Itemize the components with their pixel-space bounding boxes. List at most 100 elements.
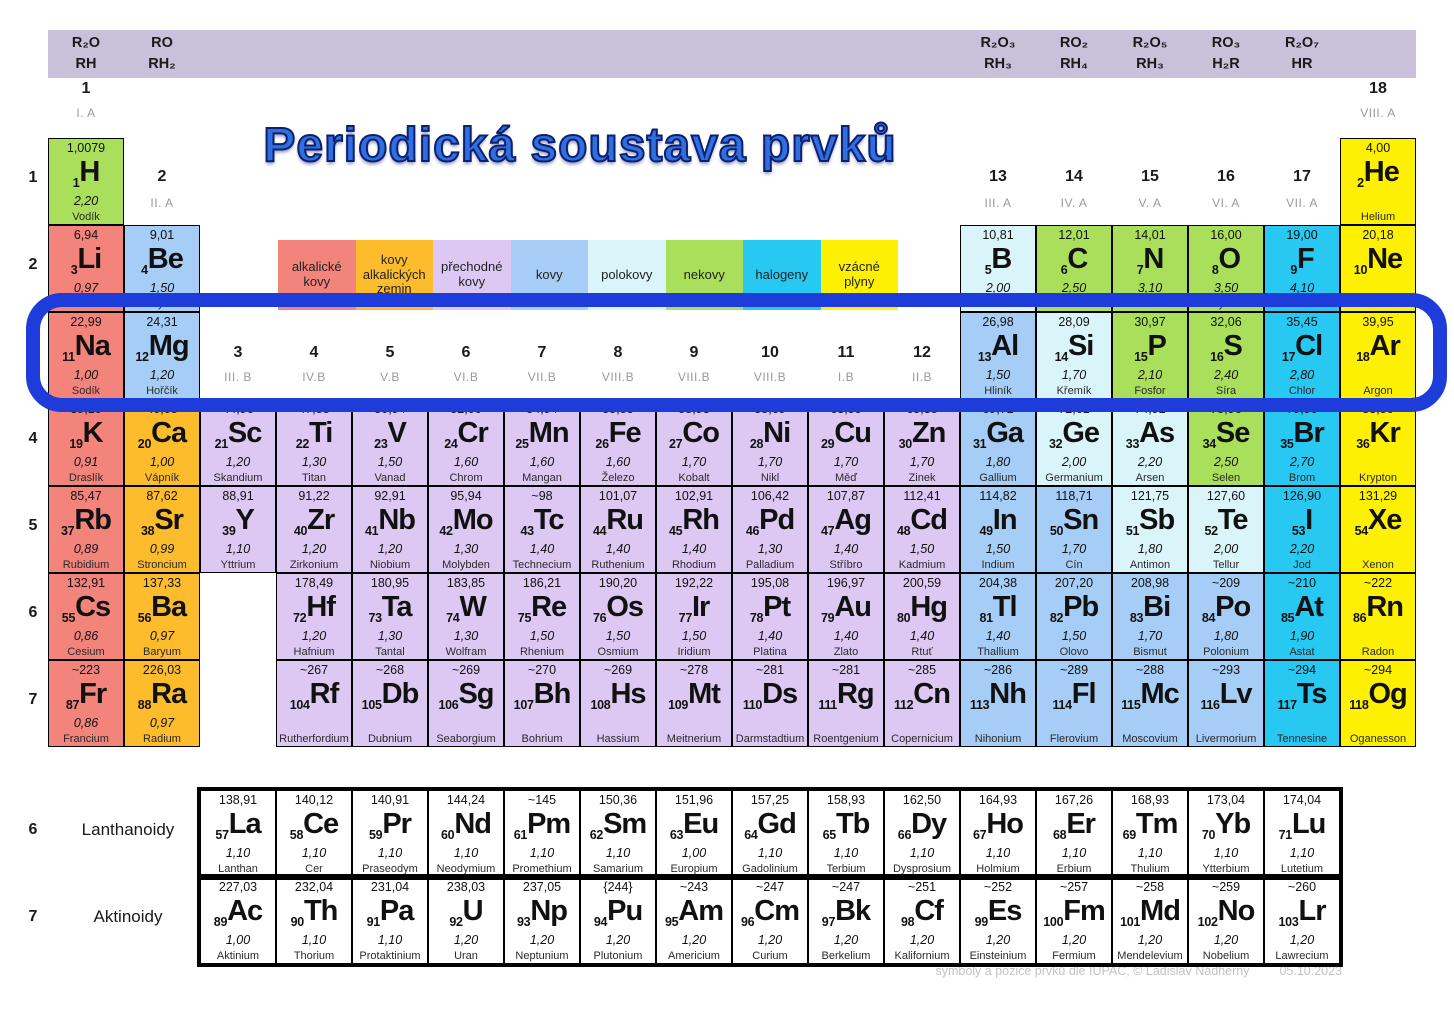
element-cell-bk[interactable]: ~247 97Bk 1,20 Berkelium	[808, 877, 884, 964]
element-cell-si[interactable]: 28,09 14Si 1,70 Křemík	[1036, 312, 1112, 399]
element-cell-np[interactable]: 237,05 93Np 1,20 Neptunium	[504, 877, 580, 964]
element-cell-hs[interactable]: ~269 108Hs Hassium	[580, 660, 656, 747]
element-cell-yb[interactable]: 173,04 70Yb 1,10 Ytterbium	[1188, 790, 1264, 877]
element-cell-db[interactable]: ~268 105Db Dubnium	[352, 660, 428, 747]
element-cell-dy[interactable]: 162,50 66Dy 1,10 Dysprosium	[884, 790, 960, 877]
element-cell-ra[interactable]: 226,03 88Ra 0,97 Radium	[124, 660, 200, 747]
element-cell-b[interactable]: 10,81 5B 2,00 Bor	[960, 225, 1036, 312]
element-cell-lv[interactable]: ~293 116Lv Livermorium	[1188, 660, 1264, 747]
element-cell-cr[interactable]: 52,00 24Cr 1,60 Chrom	[428, 399, 504, 486]
element-cell-ds[interactable]: ~281 110Ds Darmstadtium	[732, 660, 808, 747]
element-cell-sb[interactable]: 121,75 51Sb 1,80 Antimon	[1112, 486, 1188, 573]
element-cell-nh[interactable]: ~286 113Nh Nihonium	[960, 660, 1036, 747]
element-cell-mn[interactable]: 54,94 25Mn 1,60 Mangan	[504, 399, 580, 486]
element-cell-ca[interactable]: 40,08 20Ca 1,00 Vápník	[124, 399, 200, 486]
element-cell-ar[interactable]: 39,95 18Ar Argon	[1340, 312, 1416, 399]
element-cell-at[interactable]: ~210 85At 1,90 Astat	[1264, 573, 1340, 660]
element-cell-pr[interactable]: 140,91 59Pr 1,10 Praseodym	[352, 790, 428, 877]
element-cell-bi[interactable]: 208,98 83Bi 1,70 Bismut	[1112, 573, 1188, 660]
element-cell-rb[interactable]: 85,47 37Rb 0,89 Rubidium	[48, 486, 124, 573]
element-cell-sm[interactable]: 150,36 62Sm 1,10 Samarium	[580, 790, 656, 877]
element-cell-k[interactable]: 39,10 19K 0,91 Draslík	[48, 399, 124, 486]
element-cell-as[interactable]: 74,92 33As 2,20 Arsen	[1112, 399, 1188, 486]
element-cell-mg[interactable]: 24,31 12Mg 1,20 Hořčík	[124, 312, 200, 399]
element-cell-zn[interactable]: 65,38 30Zn 1,70 Zinek	[884, 399, 960, 486]
element-cell-pt[interactable]: 195,08 78Pt 1,40 Platina	[732, 573, 808, 660]
element-cell-in[interactable]: 114,82 49In 1,50 Indium	[960, 486, 1036, 573]
element-cell-he[interactable]: 4,00 2He Helium	[1340, 138, 1416, 225]
element-cell-lu[interactable]: 174,04 71Lu 1,10 Lutetium	[1264, 790, 1340, 877]
element-cell-md[interactable]: ~258 101Md 1,20 Mendelevium	[1112, 877, 1188, 964]
element-cell-lr[interactable]: ~260 103Lr 1,20 Lawrecium	[1264, 877, 1340, 964]
element-cell-cd[interactable]: 112,41 48Cd 1,50 Kadmium	[884, 486, 960, 573]
element-cell-sr[interactable]: 87,62 38Sr 0,99 Stroncium	[124, 486, 200, 573]
element-cell-ne[interactable]: 20,18 10Ne Neon	[1340, 225, 1416, 312]
element-cell-xe[interactable]: 131,29 54Xe Xenon	[1340, 486, 1416, 573]
element-cell-zr[interactable]: 91,22 40Zr 1,20 Zirkonium	[276, 486, 352, 573]
element-cell-fr[interactable]: ~223 87Fr 0,86 Francium	[48, 660, 124, 747]
element-cell-y[interactable]: 88,91 39Y 1,10 Yttrium	[200, 486, 276, 573]
element-cell-la[interactable]: 138,91 57La 1,10 Lanthan	[200, 790, 276, 877]
element-cell-ni[interactable]: 58,69 28Ni 1,70 Nikl	[732, 399, 808, 486]
element-cell-cf[interactable]: ~251 98Cf 1,20 Kalifornium	[884, 877, 960, 964]
element-cell-ge[interactable]: 72,61 32Ge 2,00 Germanium	[1036, 399, 1112, 486]
element-cell-fl[interactable]: ~289 114Fl Flerovium	[1036, 660, 1112, 747]
element-cell-sn[interactable]: 118,71 50Sn 1,70 Cín	[1036, 486, 1112, 573]
element-cell-sc[interactable]: 44,96 21Sc 1,20 Skandium	[200, 399, 276, 486]
element-cell-i[interactable]: 126,90 53I 2,20 Jod	[1264, 486, 1340, 573]
element-cell-p[interactable]: 30,97 15P 2,10 Fosfor	[1112, 312, 1188, 399]
element-cell-os[interactable]: 190,20 76Os 1,50 Osmium	[580, 573, 656, 660]
element-cell-tl[interactable]: 204,38 81Tl 1,40 Thallium	[960, 573, 1036, 660]
element-cell-fe[interactable]: 55,85 26Fe 1,60 Železo	[580, 399, 656, 486]
element-cell-c[interactable]: 12,01 6C 2,50 Uhlík	[1036, 225, 1112, 312]
element-cell-ho[interactable]: 164,93 67Ho 1,10 Holmium	[960, 790, 1036, 877]
element-cell-se[interactable]: 78,96 34Se 2,50 Selen	[1188, 399, 1264, 486]
element-cell-na[interactable]: 22,99 11Na 1,00 Sodík	[48, 312, 124, 399]
element-cell-nb[interactable]: 92,91 41Nb 1,20 Niobium	[352, 486, 428, 573]
element-cell-gd[interactable]: 157,25 64Gd 1,10 Gadolinium	[732, 790, 808, 877]
element-cell-no[interactable]: ~259 102No 1,20 Nobelium	[1188, 877, 1264, 964]
element-cell-ce[interactable]: 140,12 58Ce 1,10 Cer	[276, 790, 352, 877]
element-cell-mo[interactable]: 95,94 42Mo 1,30 Molybden	[428, 486, 504, 573]
element-cell-am[interactable]: ~243 95Am 1,20 Americium	[656, 877, 732, 964]
element-cell-bh[interactable]: ~270 107Bh Bohrium	[504, 660, 580, 747]
element-cell-ac[interactable]: 227,03 89Ac 1,00 Aktinium	[200, 877, 276, 964]
element-cell-cn[interactable]: ~285 112Cn Copernicium	[884, 660, 960, 747]
element-cell-ba[interactable]: 137,33 56Ba 0,97 Baryum	[124, 573, 200, 660]
element-cell-hg[interactable]: 200,59 80Hg 1,40 Rtuť	[884, 573, 960, 660]
element-cell-u[interactable]: 238,03 92U 1,20 Uran	[428, 877, 504, 964]
element-cell-rg[interactable]: ~281 111Rg Roentgenium	[808, 660, 884, 747]
element-cell-mt[interactable]: ~278 109Mt Meitnerium	[656, 660, 732, 747]
element-cell-sg[interactable]: ~269 106Sg Seaborgium	[428, 660, 504, 747]
element-cell-pm[interactable]: ~145 61Pm 1,10 Promethium	[504, 790, 580, 877]
element-cell-al[interactable]: 26,98 13Al 1,50 Hliník	[960, 312, 1036, 399]
element-cell-po[interactable]: ~209 84Po 1,80 Polonium	[1188, 573, 1264, 660]
element-cell-pb[interactable]: 207,20 82Pb 1,50 Olovo	[1036, 573, 1112, 660]
element-cell-co[interactable]: 58,93 27Co 1,70 Kobalt	[656, 399, 732, 486]
element-cell-hf[interactable]: 178,49 72Hf 1,20 Hafnium	[276, 573, 352, 660]
element-cell-ti[interactable]: 47,88 22Ti 1,30 Titan	[276, 399, 352, 486]
element-cell-be[interactable]: 9,01 4Be 1,50 Berylium	[124, 225, 200, 312]
element-cell-pd[interactable]: 106,42 46Pd 1,30 Palladium	[732, 486, 808, 573]
element-cell-tc[interactable]: ~98 43Tc 1,40 Technecium	[504, 486, 580, 573]
element-cell-f[interactable]: 19,00 9F 4,10 Fluor	[1264, 225, 1340, 312]
element-cell-n[interactable]: 14,01 7N 3,10 Dusík	[1112, 225, 1188, 312]
element-cell-te[interactable]: 127,60 52Te 2,00 Tellur	[1188, 486, 1264, 573]
element-cell-ga[interactable]: 69,72 31Ga 1,80 Gallium	[960, 399, 1036, 486]
element-cell-ru[interactable]: 101,07 44Ru 1,40 Ruthenium	[580, 486, 656, 573]
element-cell-th[interactable]: 232,04 90Th 1,10 Thorium	[276, 877, 352, 964]
element-cell-nd[interactable]: 144,24 60Nd 1,10 Neodymium	[428, 790, 504, 877]
element-cell-v[interactable]: 50,94 23V 1,50 Vanad	[352, 399, 428, 486]
element-cell-pa[interactable]: 231,04 91Pa 1,10 Protaktinium	[352, 877, 428, 964]
element-cell-pu[interactable]: {244} 94Pu 1,20 Plutonium	[580, 877, 656, 964]
element-cell-cu[interactable]: 63,55 29Cu 1,70 Měď	[808, 399, 884, 486]
element-cell-br[interactable]: 79,90 35Br 2,70 Brom	[1264, 399, 1340, 486]
element-cell-rn[interactable]: ~222 86Rn Radon	[1340, 573, 1416, 660]
element-cell-er[interactable]: 167,26 68Er 1,10 Erbium	[1036, 790, 1112, 877]
element-cell-es[interactable]: ~252 99Es 1,20 Einsteinium	[960, 877, 1036, 964]
element-cell-ir[interactable]: 192,22 77Ir 1,50 Iridium	[656, 573, 732, 660]
element-cell-w[interactable]: 183,85 74W 1,30 Wolfram	[428, 573, 504, 660]
element-cell-rh[interactable]: 102,91 45Rh 1,40 Rhodium	[656, 486, 732, 573]
element-cell-kr[interactable]: 83,80 36Kr Krypton	[1340, 399, 1416, 486]
element-cell-re[interactable]: 186,21 75Re 1,50 Rhenium	[504, 573, 580, 660]
